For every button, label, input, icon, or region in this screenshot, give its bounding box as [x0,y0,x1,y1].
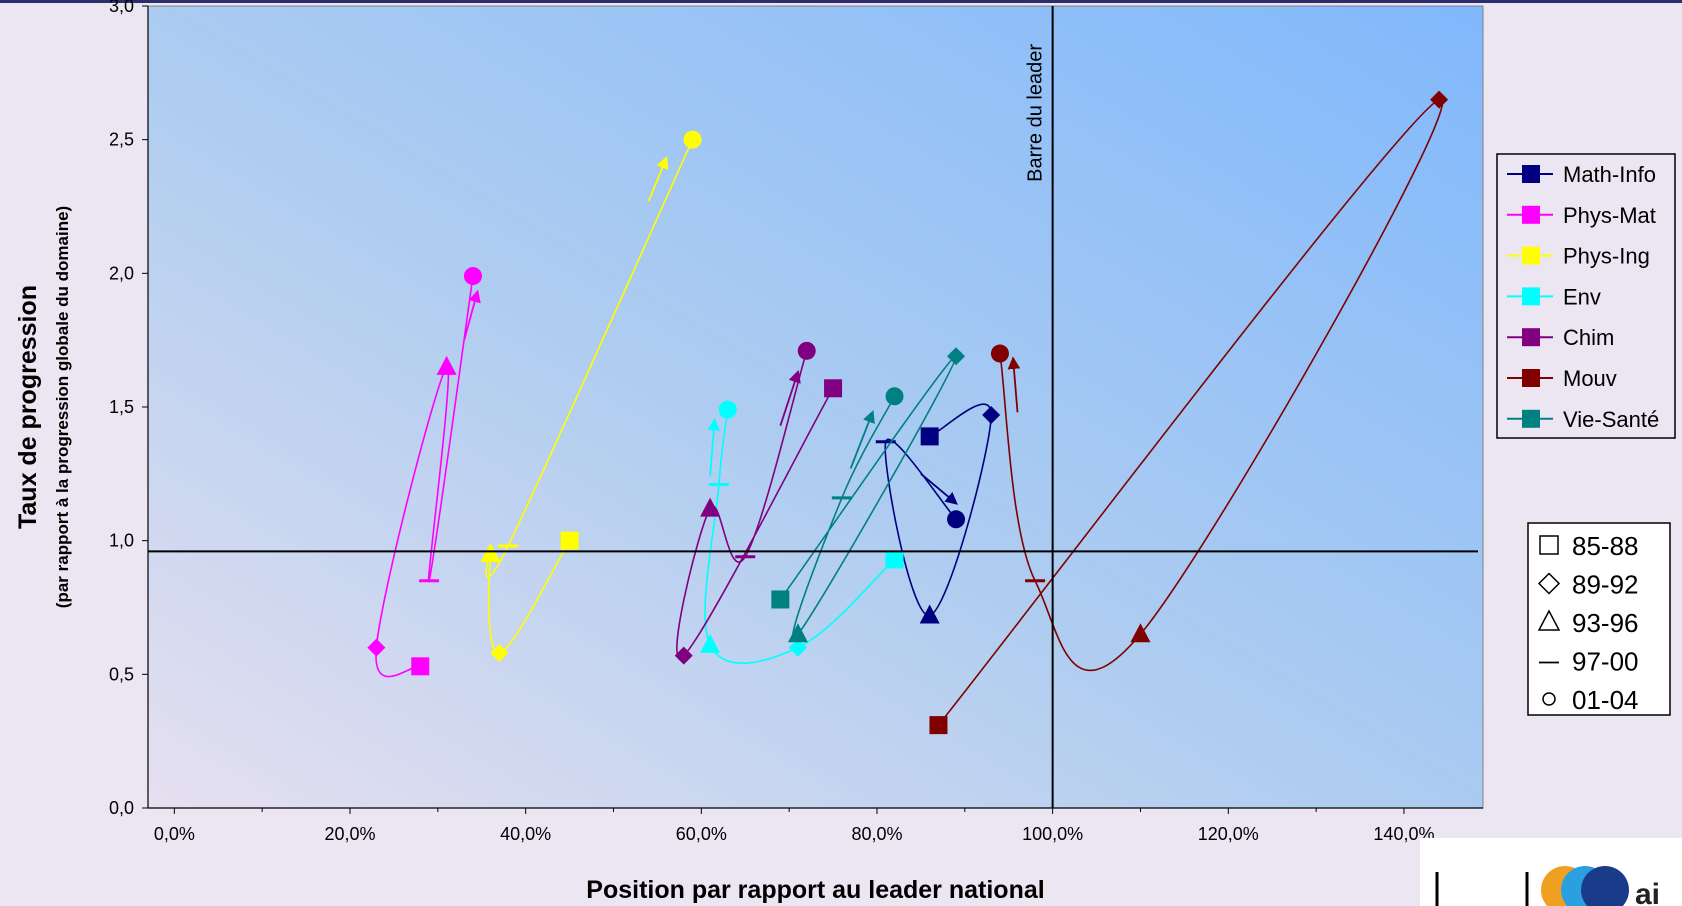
logo-circle-navy [1581,866,1629,906]
legend-swatch-marker [1522,409,1540,428]
data-point [683,130,702,149]
trend-arrow [849,409,875,469]
x-tick-label: 20,0% [324,824,375,844]
series-line [779,355,957,639]
y-tick-label: 0,0 [109,798,134,818]
plot-area [147,5,1484,809]
data-point [990,344,1009,363]
x-tick-label: 80,0% [851,824,902,844]
data-point [787,623,808,643]
leader-line-label: Barre du leader [1025,44,1047,182]
y-tick-label: 1,5 [109,397,134,417]
legend-label: Phys-Ing [1563,244,1650,269]
legend-label: Chim [1563,325,1614,350]
period-label: 93-96 [1572,608,1639,638]
data-point [463,267,482,286]
series-mouv [929,90,1449,735]
legend-label: Env [1563,284,1601,309]
y-tick-label: 3,0 [109,0,134,16]
y-tick-label: 1,0 [109,531,134,551]
period-legend-box [1527,522,1671,716]
trend-arrow [647,156,669,202]
data-point [885,387,904,406]
trend-arrow [1007,356,1021,413]
period-label: 85-88 [1572,531,1639,561]
x-tick-label: 60,0% [676,824,727,844]
data-point [411,657,430,676]
data-point [700,633,721,653]
data-point [929,716,948,735]
legend-swatch-marker [1522,165,1540,183]
series-line [485,139,694,654]
series-legend-box [1496,153,1676,439]
series-env [700,400,904,664]
x-axis-title: Position par rapport au leader national [586,876,1044,904]
data-point [436,355,457,375]
series-line [937,98,1444,726]
x-tick-label: 0,0% [154,824,195,844]
trend-arrow [779,369,801,426]
x-tick-label: 140,0% [1373,824,1434,844]
legend-swatch-marker [1522,246,1540,265]
data-point [674,646,693,665]
series-phys-mat [367,267,482,678]
trend-arrow [920,473,958,505]
period-label: 01-04 [1572,685,1639,715]
y-tick-label: 2,0 [109,263,134,283]
data-point [947,510,966,529]
period-marker-triangle [1537,609,1561,631]
data-point [824,379,843,398]
data-point [718,400,737,419]
y-axis-title: Taux de progression [14,285,42,529]
series-chim [674,341,843,665]
data-point [982,406,1001,425]
period-label: 89-92 [1572,570,1639,600]
legend-label: Vie-Santé [1563,407,1659,432]
y-axis-subtitle: (par rapport à la progression globale du… [53,206,72,608]
x-tick-label: 40,0% [500,824,551,844]
data-point [490,643,509,662]
period-marker-diamond [1537,572,1561,595]
data-point [480,543,501,563]
legend-swatch-marker [1522,287,1540,306]
trend-arrow [463,289,481,341]
legend-label: Math-Info [1563,162,1656,187]
legend-label: Phys-Mat [1563,203,1656,228]
data-point [700,497,721,517]
data-point [947,347,966,366]
data-point [771,590,790,609]
series-phys-ing [480,130,702,662]
legend-swatch-marker [1522,369,1540,387]
data-point [919,604,940,624]
data-point [788,638,807,657]
series-math-info [875,403,1001,624]
data-point [885,550,904,569]
series-line [676,350,834,659]
data-point [560,531,579,550]
y-tick-label: 0,5 [109,664,134,684]
y-tick-label: 2,5 [109,130,134,150]
legend-label: Mouv [1563,366,1617,391]
x-tick-label: 100,0% [1022,824,1083,844]
data-point [1130,623,1151,643]
data-point [1430,90,1449,109]
top-border [0,0,1682,3]
trend-arrow [707,417,720,477]
period-marker-circle [1542,692,1556,706]
logo-text: ai [1635,878,1660,906]
legend-swatch-marker [1522,205,1540,224]
period-marker-square [1539,535,1559,555]
x-tick-label: 120,0% [1198,824,1259,844]
data-point [797,341,816,360]
legend-swatch-marker [1522,328,1540,347]
series-vie-santé [771,347,966,643]
data-point [920,427,939,446]
data-point [367,638,386,657]
period-label: 97-00 [1572,647,1639,677]
